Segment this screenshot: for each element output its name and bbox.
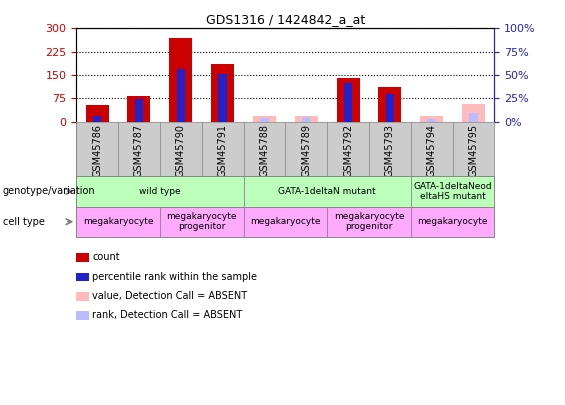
Text: megakaryocyte: megakaryocyte [83,217,153,226]
Text: percentile rank within the sample: percentile rank within the sample [92,272,257,281]
Bar [302,117,310,121]
Bar [177,69,185,122]
Bar [470,113,477,121]
Text: rank, Detection Call = ABSENT: rank, Detection Call = ABSENT [92,311,242,320]
Text: megakaryocyte
progenitor: megakaryocyte progenitor [334,212,404,231]
Bar [211,64,234,122]
Bar [244,176,411,207]
Bar [86,105,108,121]
Text: value, Detection Call = ABSENT: value, Detection Call = ABSENT [92,291,247,301]
Text: GSM45789: GSM45789 [301,124,311,177]
Text: GATA-1deltaNeod
eltaHS mutant: GATA-1deltaNeod eltaHS mutant [413,182,492,201]
Text: GATA-1deltaN mutant: GATA-1deltaN mutant [279,187,376,196]
Bar [379,87,401,122]
Bar [344,83,352,122]
Text: megakaryocyte: megakaryocyte [418,217,488,226]
Text: megakaryocyte: megakaryocyte [250,217,320,226]
Text: cell type: cell type [3,217,45,227]
Title: GDS1316 / 1424842_a_at: GDS1316 / 1424842_a_at [206,13,365,26]
Bar [428,119,436,122]
Text: wild type: wild type [139,187,181,196]
Text: GSM45795: GSM45795 [468,124,479,177]
Text: GSM45792: GSM45792 [343,124,353,177]
Bar [420,116,443,121]
Bar [244,207,327,237]
Text: GSM45787: GSM45787 [134,124,144,177]
Bar [260,118,268,122]
Bar [386,94,394,122]
Bar [76,176,244,207]
Bar [411,207,494,237]
Text: GSM45786: GSM45786 [92,124,102,177]
Text: genotype/variation: genotype/variation [3,186,95,196]
Bar [253,116,276,121]
Text: GSM45793: GSM45793 [385,124,395,177]
Bar [160,207,244,237]
Bar [76,207,160,237]
Bar [337,78,359,122]
Text: GSM45790: GSM45790 [176,124,186,177]
Bar [219,74,227,122]
Bar [76,122,494,176]
Bar [135,99,143,122]
Text: GSM45791: GSM45791 [218,124,228,177]
Bar [128,96,150,122]
Text: GSM45794: GSM45794 [427,124,437,177]
Bar [93,116,101,121]
Bar [411,176,494,207]
Bar [170,38,192,122]
Text: megakaryocyte
progenitor: megakaryocyte progenitor [167,212,237,231]
Text: count: count [92,252,120,262]
Text: GSM45788: GSM45788 [259,124,270,177]
Bar [462,104,485,122]
Bar [295,116,318,121]
Bar [327,207,411,237]
